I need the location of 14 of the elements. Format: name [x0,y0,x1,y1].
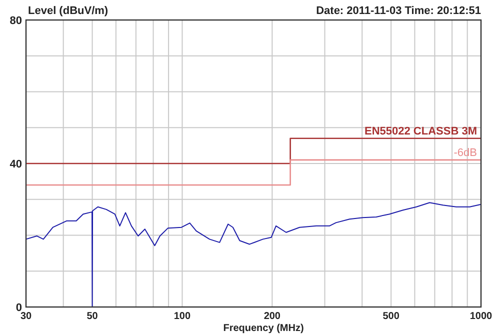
x-tick-label: 500 [382,311,400,322]
y-tick-label: 40 [10,158,22,170]
x-tick-label: 100 [174,311,192,322]
x-tick-label: 50 [86,311,98,322]
y-tick-label: 80 [10,15,22,27]
y-tick-label: 0 [16,302,22,314]
x-tick-label: 200 [264,311,281,322]
series-label: EN55022 CLASSB 3M [364,125,477,138]
x-tick-label: 30 [20,311,32,322]
x-tick-label: 1000 [470,311,493,322]
series-label: -6dB [454,146,477,159]
x-axis-title: Frequency (MHz) [223,323,304,334]
y-axis-title: Level (dBuV/m) [28,5,108,17]
chart-title: Date: 2011-11-03 Time: 20:12:51 [316,5,481,17]
